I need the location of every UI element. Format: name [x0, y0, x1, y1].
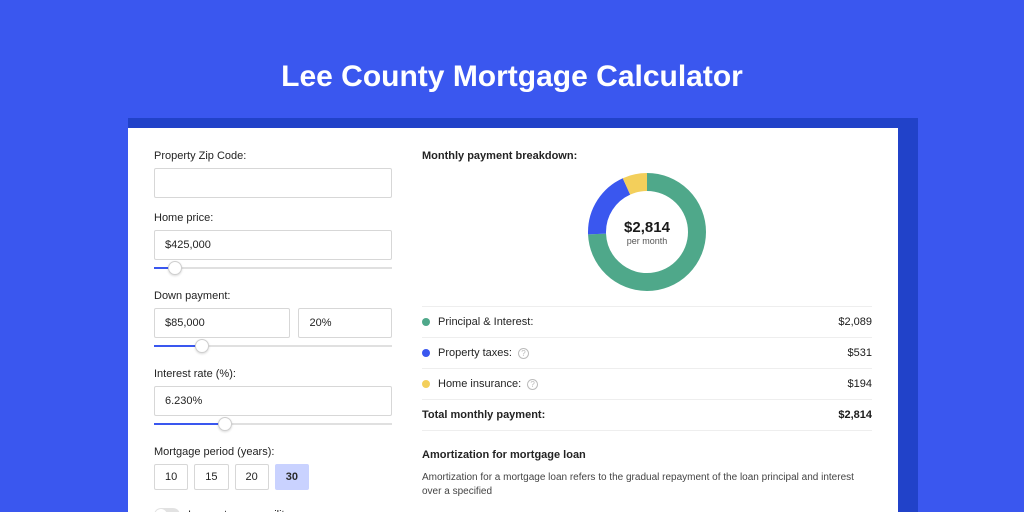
legend-swatch	[422, 318, 430, 326]
amortization-text: Amortization for a mortgage loan refers …	[422, 471, 872, 499]
down-payment-slider[interactable]	[154, 340, 392, 354]
help-icon[interactable]: ?	[527, 379, 538, 390]
donut-amount: $2,814	[624, 219, 670, 236]
slider-knob[interactable]	[168, 261, 182, 275]
legend-label: Property taxes:?	[438, 347, 848, 359]
legend-swatch	[422, 380, 430, 388]
home-price-row: Home price:	[154, 212, 392, 276]
donut-chart: $2,814 per month	[587, 172, 707, 292]
slider-knob[interactable]	[195, 339, 209, 353]
amortization-title: Amortization for mortgage loan	[422, 449, 872, 461]
interest-rate-label: Interest rate (%):	[154, 368, 392, 380]
calculator-card: Property Zip Code: Home price: Down paym…	[128, 128, 898, 512]
breakdown-column: Monthly payment breakdown: $2,814 per mo…	[422, 150, 872, 512]
zip-label: Property Zip Code:	[154, 150, 392, 162]
mortgage-period-label: Mortgage period (years):	[154, 446, 392, 458]
page-background: Lee County Mortgage Calculator Property …	[0, 0, 1024, 512]
help-icon[interactable]: ?	[518, 348, 529, 359]
mortgage-period-option-20[interactable]: 20	[235, 464, 269, 490]
legend-row-total: Total monthly payment:$2,814	[422, 400, 872, 431]
zip-input[interactable]	[154, 168, 392, 198]
home-price-slider[interactable]	[154, 262, 392, 276]
interest-rate-slider[interactable]	[154, 418, 392, 432]
mortgage-period-option-30[interactable]: 30	[275, 464, 309, 490]
mortgage-period-option-10[interactable]: 10	[154, 464, 188, 490]
legend-row-principal_interest: Principal & Interest:$2,089	[422, 307, 872, 338]
legend-label: Principal & Interest:	[438, 316, 838, 328]
down-payment-percent-input[interactable]	[298, 308, 392, 338]
legend-total-label: Total monthly payment:	[422, 409, 838, 421]
legend-value: $531	[848, 347, 872, 359]
legend-value: $2,089	[838, 316, 872, 328]
zip-row: Property Zip Code:	[154, 150, 392, 198]
page-title: Lee County Mortgage Calculator	[0, 60, 1024, 94]
down-payment-amount-input[interactable]	[154, 308, 290, 338]
mortgage-period-options: 1015 2030	[154, 464, 392, 490]
slider-knob[interactable]	[218, 417, 232, 431]
form-column: Property Zip Code: Home price: Down paym…	[154, 150, 392, 512]
mortgage-period-row: Mortgage period (years): 1015 2030	[154, 446, 392, 490]
down-payment-label: Down payment:	[154, 290, 392, 302]
legend: Principal & Interest:$2,089Property taxe…	[422, 306, 872, 431]
home-price-label: Home price:	[154, 212, 392, 224]
interest-rate-input[interactable]	[154, 386, 392, 416]
legend-row-property_taxes: Property taxes:?$531	[422, 338, 872, 369]
interest-rate-row: Interest rate (%):	[154, 368, 392, 432]
veteran-row: I am veteran or military	[154, 508, 392, 512]
down-payment-row: Down payment:	[154, 290, 392, 354]
legend-row-home_insurance: Home insurance:?$194	[422, 369, 872, 400]
legend-value: $194	[848, 378, 872, 390]
home-price-input[interactable]	[154, 230, 392, 260]
mortgage-period-option-15[interactable]: 15	[194, 464, 228, 490]
donut-wrap: $2,814 per month	[422, 172, 872, 292]
legend-label: Home insurance:?	[438, 378, 848, 390]
legend-swatch	[422, 349, 430, 357]
legend-total-value: $2,814	[838, 409, 872, 421]
breakdown-title: Monthly payment breakdown:	[422, 150, 872, 162]
veteran-toggle[interactable]	[154, 508, 180, 512]
donut-subtext: per month	[627, 236, 668, 246]
